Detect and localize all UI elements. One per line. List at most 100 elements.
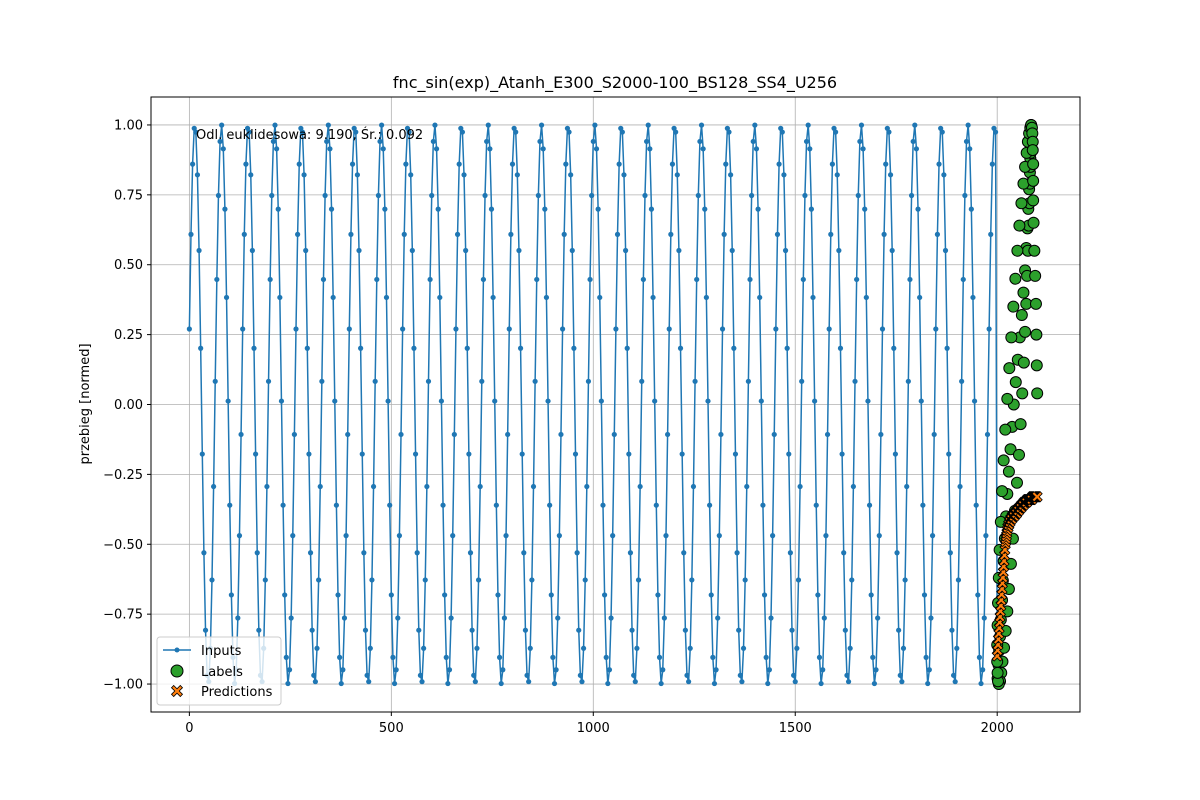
inputs-point — [912, 122, 918, 128]
inputs-point — [634, 645, 640, 651]
inputs-point — [475, 577, 482, 583]
inputs-point — [328, 206, 335, 212]
legend-predictions-marker — [170, 684, 184, 698]
inputs-point — [514, 172, 520, 178]
label-point — [1030, 359, 1043, 372]
inputs-point — [984, 431, 991, 438]
inputs-point — [559, 326, 566, 332]
inputs-point — [950, 672, 957, 678]
inputs-point — [467, 550, 474, 556]
inputs-point — [677, 345, 684, 351]
inputs-point — [868, 592, 874, 598]
inputs-point — [403, 161, 409, 167]
inputs-point — [595, 206, 601, 212]
inputs-point — [963, 138, 970, 145]
inputs-point — [931, 431, 937, 438]
inputs-point — [223, 294, 230, 301]
y-tick-label: 0.50 — [114, 258, 143, 273]
inputs-point — [721, 231, 727, 237]
x-tick-label: 1500 — [779, 721, 812, 736]
inputs-point — [613, 326, 619, 332]
prediction-point — [1031, 491, 1043, 503]
inputs-point — [498, 680, 504, 687]
inputs-point — [374, 276, 380, 283]
inputs-point — [461, 172, 467, 178]
inputs-point — [372, 378, 378, 384]
chart-title: fnc_sin(exp)_Atanh_E300_S2000-100_BS128_… — [393, 73, 837, 93]
inputs-point — [918, 398, 924, 404]
inputs-point — [650, 294, 656, 301]
inputs-point — [529, 577, 535, 583]
inputs-point — [619, 129, 625, 135]
inputs-point — [509, 161, 516, 167]
inputs-point — [306, 451, 312, 457]
inputs-point — [563, 161, 569, 167]
inputs-point — [929, 533, 936, 539]
inputs-point — [580, 645, 587, 651]
inputs-point — [875, 615, 881, 621]
inputs-point — [947, 550, 953, 556]
inputs-point — [572, 451, 579, 457]
label-point — [1015, 197, 1028, 210]
inputs-point — [968, 206, 974, 212]
label-point — [1029, 297, 1042, 310]
inputs-point — [639, 378, 645, 384]
inputs-point — [952, 679, 958, 685]
inputs-point — [600, 502, 606, 508]
inputs-point — [829, 161, 836, 167]
x-tick-label: 1000 — [577, 721, 610, 736]
label-point — [999, 423, 1012, 436]
inputs-point — [382, 206, 388, 212]
inputs-point — [584, 483, 590, 490]
inputs-point — [190, 161, 196, 167]
inputs-point — [810, 294, 816, 301]
inputs-point — [319, 378, 325, 384]
label-point — [1003, 362, 1016, 375]
inputs-point — [833, 129, 839, 135]
inputs-point — [944, 345, 950, 351]
inputs-point — [275, 206, 281, 212]
inputs-point — [411, 345, 417, 351]
inputs-point — [501, 615, 508, 621]
inputs-point — [530, 483, 537, 490]
inputs-point — [800, 276, 806, 283]
inputs-point — [430, 138, 436, 145]
inputs-point — [860, 146, 866, 152]
inputs-point — [960, 276, 966, 283]
inputs-point — [569, 247, 575, 254]
inputs-point — [842, 627, 848, 633]
inputs-point — [734, 550, 740, 556]
inputs-point — [492, 398, 498, 404]
inputs-point — [521, 550, 527, 556]
inputs-point — [715, 615, 721, 621]
inputs-point — [703, 294, 709, 301]
inputs-point — [939, 129, 945, 135]
inputs-point — [857, 138, 863, 145]
inputs-point — [610, 533, 616, 539]
inputs-point — [227, 502, 233, 508]
label-point — [1027, 158, 1040, 171]
inputs-point — [364, 672, 370, 678]
inputs-point — [550, 654, 556, 660]
inputs-point — [589, 192, 595, 199]
inputs-point — [673, 129, 679, 135]
inputs-point — [445, 680, 451, 687]
inputs-point — [976, 654, 983, 660]
inputs-point — [513, 129, 519, 135]
inputs-point — [892, 451, 899, 457]
inputs-point — [942, 247, 949, 254]
inputs-point — [920, 502, 926, 508]
inputs-point — [665, 431, 671, 438]
inputs-point — [577, 672, 583, 678]
inputs-point — [894, 550, 900, 556]
inputs-point — [532, 378, 538, 384]
inputs-point — [973, 502, 979, 508]
y-tick-label: 1.00 — [114, 118, 143, 133]
inputs-point — [660, 667, 666, 673]
inputs-point — [414, 550, 420, 556]
inputs-point — [571, 345, 577, 351]
inputs-point — [655, 592, 661, 598]
inputs-point — [202, 627, 209, 633]
inputs-point — [765, 680, 771, 687]
y-axis-label: przebieg [normed] — [78, 343, 93, 464]
